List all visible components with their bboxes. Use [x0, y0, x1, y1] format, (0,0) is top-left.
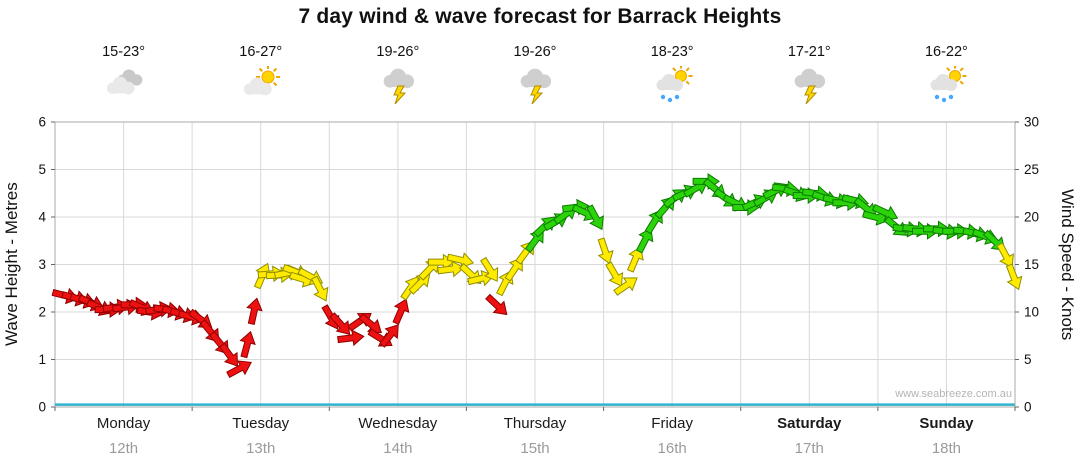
page-title: 7 day wind & wave forecast for Barrack H…: [298, 5, 782, 28]
left-tick-label: 4: [38, 210, 46, 225]
thunderstorm-icon: [520, 68, 552, 105]
weather-icon-slot: [649, 64, 695, 104]
wind-arrow: [504, 256, 523, 282]
wind-arrow: [586, 204, 604, 231]
lightning-shape: [804, 85, 818, 105]
weather-icon-slot: [101, 66, 147, 104]
right-tick-label: 30: [1024, 115, 1039, 130]
weather-icon-slot: [375, 66, 421, 105]
day-label: Wednesday: [358, 415, 438, 432]
wind-arrow: [392, 298, 410, 325]
wind-arrow: [480, 256, 499, 282]
right-tick-label: 25: [1024, 162, 1039, 177]
wind-arrow: [218, 342, 239, 367]
right-tick-label: 15: [1024, 257, 1039, 272]
day-temp: 16-27°: [239, 44, 283, 60]
day-temp: 17-21°: [787, 44, 831, 60]
date-label: 13th: [246, 440, 276, 457]
wind-arrow: [1005, 263, 1023, 291]
date-label: 16th: [657, 440, 687, 457]
left-tick-label: 6: [38, 115, 46, 130]
wind-arrow: [226, 360, 252, 378]
day-temp: 18-23°: [650, 44, 694, 60]
cloud-shape: [106, 76, 135, 95]
raindrops-shape: [660, 94, 680, 103]
thunderstorm-icon: [383, 68, 414, 105]
day-label: Monday: [96, 415, 151, 432]
wind-arrow: [310, 275, 329, 302]
cloud-shape: [930, 74, 958, 91]
date-label: 17th: [794, 440, 824, 457]
day-label: Thursday: [503, 415, 567, 432]
left-tick-label: 5: [38, 162, 46, 177]
date-label: 15th: [520, 440, 550, 457]
wind-arrow: [337, 329, 365, 347]
wind-arrow: [996, 242, 1015, 269]
cloudy-icon: [106, 69, 142, 95]
wind-arrow: [246, 297, 263, 325]
cloud-shape: [383, 68, 414, 89]
right-axis-title: Wind Speed - Knots: [1058, 188, 1077, 341]
wind-arrow: [437, 260, 465, 278]
watermark: www.seabreeze.com.au: [895, 388, 1012, 400]
right-tick-label: 10: [1024, 305, 1039, 320]
wind-arrow: [597, 237, 614, 265]
day-temp: 19-26°: [513, 44, 557, 60]
cloud-shape: [243, 77, 272, 96]
wind-arrow: [635, 227, 654, 254]
left-tick-label: 1: [38, 352, 46, 367]
right-tick-label: 0: [1024, 400, 1032, 415]
right-tick-label: 5: [1024, 352, 1032, 367]
date-label: 18th: [931, 440, 962, 457]
wind-arrow: [613, 277, 638, 296]
raindrops-shape: [935, 94, 954, 103]
weather-icon-slot: [238, 65, 284, 104]
day-temp: 15-23°: [102, 44, 145, 60]
date-label: 12th: [108, 440, 139, 457]
lightning-shape: [393, 85, 406, 105]
cloud-shape: [520, 68, 552, 89]
left-tick-label: 2: [38, 305, 46, 320]
cloud-shape: [656, 74, 684, 91]
thunderstorm-icon: [794, 68, 826, 105]
right-tick-label: 20: [1024, 210, 1039, 225]
wind-arrow: [239, 330, 256, 359]
wind-arrow: [329, 312, 351, 335]
day-label: Tuesday: [232, 415, 290, 432]
lightning-shape: [530, 85, 544, 105]
date-label: 14th: [383, 440, 413, 457]
day-label: Sunday: [919, 415, 974, 432]
day-label: Friday: [651, 415, 693, 432]
wind-arrow: [446, 252, 475, 269]
sun-showers-icon: [930, 64, 967, 103]
day-temp: 19-26°: [376, 44, 420, 60]
left-tick-label: 3: [38, 257, 46, 272]
wind-arrow: [605, 261, 624, 287]
partly-cloudy-icon: [243, 65, 280, 96]
weather-icon-slot: [923, 64, 969, 104]
wind-arrow: [626, 246, 644, 273]
day-temp: 16-22°: [924, 44, 968, 60]
wind-arrow: [485, 293, 508, 316]
weather-icon-slot: [786, 66, 832, 105]
left-tick-label: 0: [38, 400, 46, 415]
cloud-shape: [794, 68, 826, 89]
wind-arrow: [379, 324, 399, 348]
day-label: Saturday: [777, 415, 842, 432]
sun-showers-icon: [656, 64, 693, 103]
weather-icon-slot: [512, 66, 558, 105]
